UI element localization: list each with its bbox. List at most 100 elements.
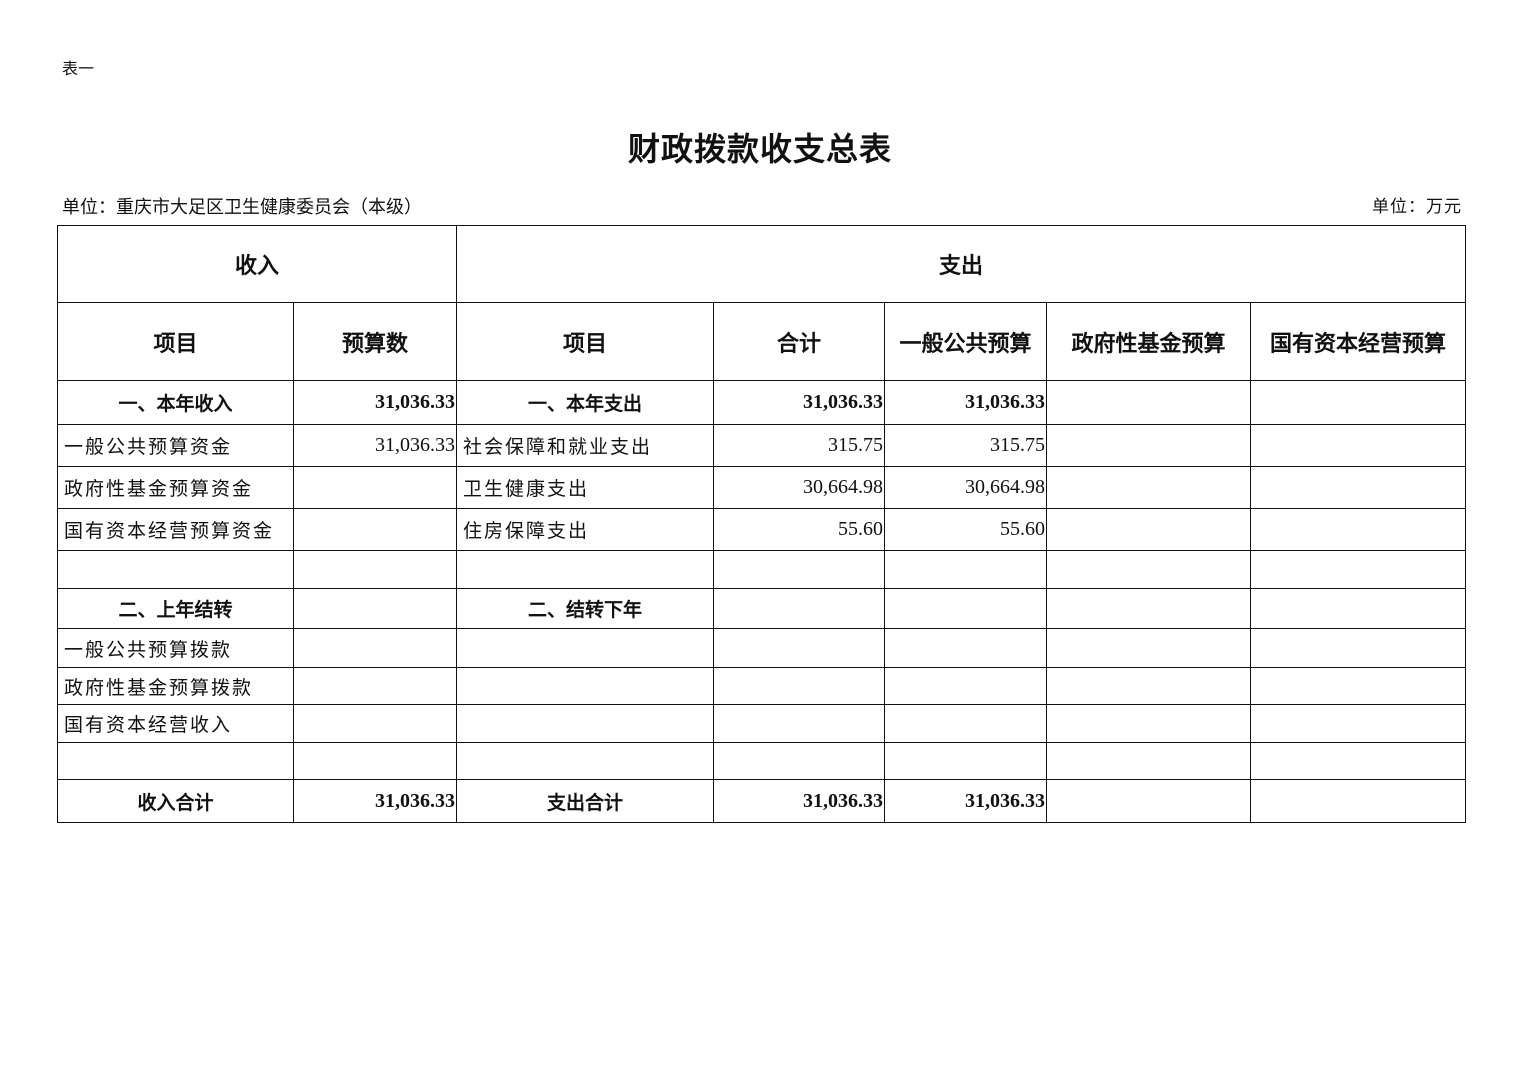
row-label-cell: 支出合计 (456, 779, 715, 823)
amount-cell (713, 628, 886, 668)
amount-cell (1046, 779, 1252, 823)
column-header: 一般公共预算 (884, 302, 1048, 381)
table-row: 收入合计 31,036.33 支出合计 31,036.33 31,036.33 (57, 779, 1467, 823)
amount-cell: 31,036.33 (292, 380, 458, 425)
row-label-cell: 收入合计 (57, 779, 294, 823)
amount-cell (1046, 424, 1252, 467)
amount-cell (1250, 550, 1467, 589)
header-income: 收入 (56, 225, 458, 303)
unit-organization: 单位：重庆市大足区卫生健康委员会（本级） (62, 197, 422, 218)
amount-cell (292, 628, 458, 668)
amount-cell (1250, 704, 1467, 743)
page-title: 财政拨款收支总表 (627, 130, 892, 168)
amount-cell (884, 588, 1048, 629)
unit-currency: 单位：万元 (1372, 197, 1462, 217)
amount-cell: 55.60 (884, 508, 1048, 551)
amount-cell: 55.60 (713, 508, 886, 551)
amount-cell (1250, 742, 1467, 780)
row-label-cell: 一般公共预算拨款 (57, 628, 294, 668)
row-label-cell (57, 742, 294, 780)
amount-cell (1046, 704, 1252, 743)
amount-cell (1250, 380, 1467, 425)
finance-summary-table: 收入 支出 项目 预算数 项目 合计 一般公共预算 政府性基金预算 国有资本经营预算 一、本… (56, 225, 1467, 823)
amount-cell (1250, 667, 1467, 705)
row-label-cell: 卫生健康支出 (456, 466, 715, 509)
row-label-cell: 一般公共预算资金 (57, 424, 294, 467)
amount-cell (884, 704, 1048, 743)
amount-cell (1046, 380, 1252, 425)
amount-cell (1046, 628, 1252, 668)
amount-cell (1250, 779, 1467, 823)
amount-cell: 31,036.33 (884, 779, 1048, 823)
amount-cell: 30,664.98 (884, 466, 1048, 509)
amount-cell (292, 667, 458, 705)
amount-cell (884, 667, 1048, 705)
row-label-cell: 二、结转下年 (456, 588, 715, 629)
amount-cell (1046, 550, 1252, 589)
row-label-cell: 一、本年收入 (57, 380, 294, 425)
amount-cell (884, 742, 1048, 780)
row-label-cell (456, 742, 715, 780)
table-row (57, 742, 1467, 780)
table-row: 国有资本经营预算资金 住房保障支出 55.60 55.60 (57, 508, 1467, 551)
row-label-cell: 政府性基金预算资金 (57, 466, 294, 509)
column-header-row: 项目 预算数 项目 合计 一般公共预算 政府性基金预算 国有资本经营预算 (57, 302, 1467, 381)
amount-cell: 315.75 (713, 424, 886, 467)
amount-cell (292, 550, 458, 589)
amount-cell: 30,664.98 (713, 466, 886, 509)
amount-cell (1046, 742, 1252, 780)
column-header: 项目 (456, 302, 715, 381)
table-row: 政府性基金预算拨款 (57, 667, 1467, 705)
table-number: 表一 (62, 59, 95, 78)
row-label-cell: 国有资本经营预算资金 (57, 508, 294, 551)
row-label-cell: 社会保障和就业支出 (456, 424, 715, 467)
row-label-cell: 一、本年支出 (456, 380, 715, 425)
row-label-cell (456, 628, 715, 668)
amount-cell (1250, 588, 1467, 629)
amount-cell: 31,036.33 (713, 779, 886, 823)
amount-cell: 31,036.33 (292, 779, 458, 823)
amount-cell (1046, 588, 1252, 629)
amount-cell (713, 588, 886, 629)
table-row: 一般公共预算拨款 (57, 628, 1467, 668)
row-label-cell: 国有资本经营收入 (57, 704, 294, 743)
amount-cell (884, 550, 1048, 589)
column-header: 政府性基金预算 (1046, 302, 1252, 381)
amount-cell (292, 704, 458, 743)
amount-cell (713, 742, 886, 780)
table-row: 一、本年收入 31,036.33 一、本年支出 31,036.33 31,036.33 (57, 380, 1467, 425)
amount-cell (1046, 466, 1252, 509)
column-header: 预算数 (292, 302, 458, 381)
amount-cell (713, 550, 886, 589)
table-row: 政府性基金预算资金 卫生健康支出 30,664.98 30,664.98 (57, 466, 1467, 509)
row-label-cell (456, 550, 715, 589)
amount-cell (1250, 424, 1467, 467)
amount-cell (884, 628, 1048, 668)
row-label-cell: 政府性基金预算拨款 (57, 667, 294, 705)
row-label-cell: 二、上年结转 (57, 588, 294, 629)
row-label-cell (456, 667, 715, 705)
amount-cell (713, 704, 886, 743)
table-row: 二、上年结转 二、结转下年 (57, 588, 1467, 629)
column-header: 合计 (713, 302, 886, 381)
amount-cell (292, 742, 458, 780)
column-header: 项目 (57, 302, 294, 381)
group-header-row: 收入 支出 (56, 225, 1467, 303)
amount-cell (1046, 508, 1252, 551)
table-row: 一般公共预算资金 31,036.33 社会保障和就业支出 315.75 315.75 (57, 424, 1467, 467)
amount-cell: 31,036.33 (713, 380, 886, 425)
amount-cell (292, 588, 458, 629)
amount-cell (713, 667, 886, 705)
row-label-cell (456, 704, 715, 743)
amount-cell (292, 508, 458, 551)
amount-cell (1250, 466, 1467, 509)
amount-cell (1250, 628, 1467, 668)
amount-cell: 31,036.33 (884, 380, 1048, 425)
row-label-cell (57, 550, 294, 589)
amount-cell: 31,036.33 (292, 424, 458, 467)
amount-cell (1250, 508, 1467, 551)
amount-cell (1046, 667, 1252, 705)
amount-cell (292, 466, 458, 509)
header-expenditure: 支出 (456, 225, 1467, 303)
amount-cell: 315.75 (884, 424, 1048, 467)
